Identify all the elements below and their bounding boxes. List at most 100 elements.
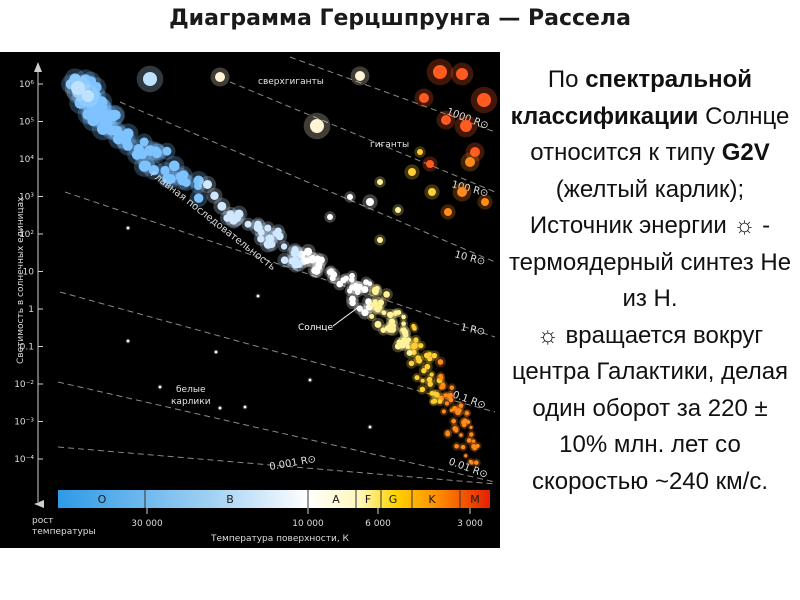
star <box>110 110 121 121</box>
star <box>178 170 189 180</box>
star <box>86 107 99 120</box>
star <box>419 93 429 103</box>
star <box>460 444 466 450</box>
star <box>438 373 443 379</box>
star <box>408 168 416 176</box>
star <box>449 385 455 390</box>
y-tick-label: 10⁻⁴ <box>14 455 34 465</box>
star <box>295 260 303 269</box>
star <box>401 337 408 344</box>
star <box>395 207 401 213</box>
star <box>218 406 222 410</box>
star <box>372 299 378 304</box>
star <box>223 214 231 222</box>
radius-line <box>119 101 496 263</box>
star <box>458 403 464 408</box>
star <box>366 198 374 206</box>
star <box>401 329 408 336</box>
spectral-sentence-end: (желтый карлик); <box>555 175 745 203</box>
star <box>437 359 444 365</box>
label-sun: Солнце <box>298 323 334 333</box>
star <box>310 119 324 133</box>
star <box>217 201 227 211</box>
spectral-class-K: K <box>428 493 436 506</box>
star <box>234 209 244 219</box>
spectral-sentence-start: По <box>547 66 586 93</box>
star <box>267 240 276 249</box>
star <box>311 266 319 275</box>
star <box>417 149 423 155</box>
star <box>428 188 436 196</box>
radius-line <box>229 81 496 193</box>
star <box>371 286 379 294</box>
star <box>257 235 265 243</box>
x-tick-label: 10 000 <box>292 519 324 529</box>
star <box>126 339 130 343</box>
y-tick-label: 10⁴ <box>19 155 34 165</box>
star <box>401 314 406 320</box>
star <box>420 378 425 383</box>
star <box>193 193 204 203</box>
star <box>481 198 489 206</box>
star <box>276 232 284 241</box>
y-tick-label: 10⁻³ <box>14 418 34 428</box>
star <box>464 454 468 458</box>
star <box>431 352 438 359</box>
star <box>349 295 356 303</box>
star <box>405 344 411 350</box>
star <box>74 97 87 109</box>
star <box>406 350 413 356</box>
star <box>424 363 431 370</box>
label-white-dwarfs-2: карлики <box>171 397 211 407</box>
star <box>426 160 434 168</box>
x-tick-label: 6 000 <box>365 519 391 529</box>
star <box>393 310 399 316</box>
star <box>429 372 434 377</box>
star <box>468 459 473 464</box>
star <box>474 460 479 465</box>
star <box>456 68 468 80</box>
radius-line <box>64 191 496 338</box>
star <box>203 179 213 190</box>
star <box>443 393 448 398</box>
x-tick-label: 30 000 <box>131 519 163 529</box>
star <box>441 115 451 125</box>
star <box>433 65 447 79</box>
star <box>91 82 102 93</box>
star <box>449 408 454 413</box>
star <box>461 419 467 425</box>
y-axis-arrow <box>34 62 42 72</box>
star <box>469 425 473 429</box>
star <box>426 376 433 383</box>
star <box>264 224 272 232</box>
star <box>133 143 144 155</box>
star <box>470 147 480 157</box>
star <box>122 128 134 140</box>
radius-line <box>57 381 496 483</box>
y-tick-label: 10³ <box>19 193 34 203</box>
star <box>414 375 420 381</box>
star-field <box>61 58 498 468</box>
star <box>377 304 383 310</box>
star <box>122 140 133 151</box>
y-tick-label: 1 <box>28 305 34 315</box>
star <box>457 187 467 197</box>
star <box>329 275 336 282</box>
star <box>214 350 218 354</box>
star <box>361 309 369 317</box>
label-white-dwarfs-1: белые <box>176 385 206 395</box>
star <box>254 220 262 228</box>
star <box>383 291 390 298</box>
star <box>459 433 463 437</box>
star <box>71 81 85 95</box>
star <box>381 310 387 316</box>
y-axis-label: Светимость в солнечных единицах <box>16 196 26 364</box>
star <box>411 349 417 356</box>
temp-growth-label-1: рост <box>32 516 53 526</box>
star <box>455 409 461 416</box>
star <box>340 277 347 284</box>
star <box>336 280 343 288</box>
temp-growth-label-2: температуры <box>32 527 96 537</box>
star <box>349 272 355 279</box>
star <box>243 405 247 409</box>
